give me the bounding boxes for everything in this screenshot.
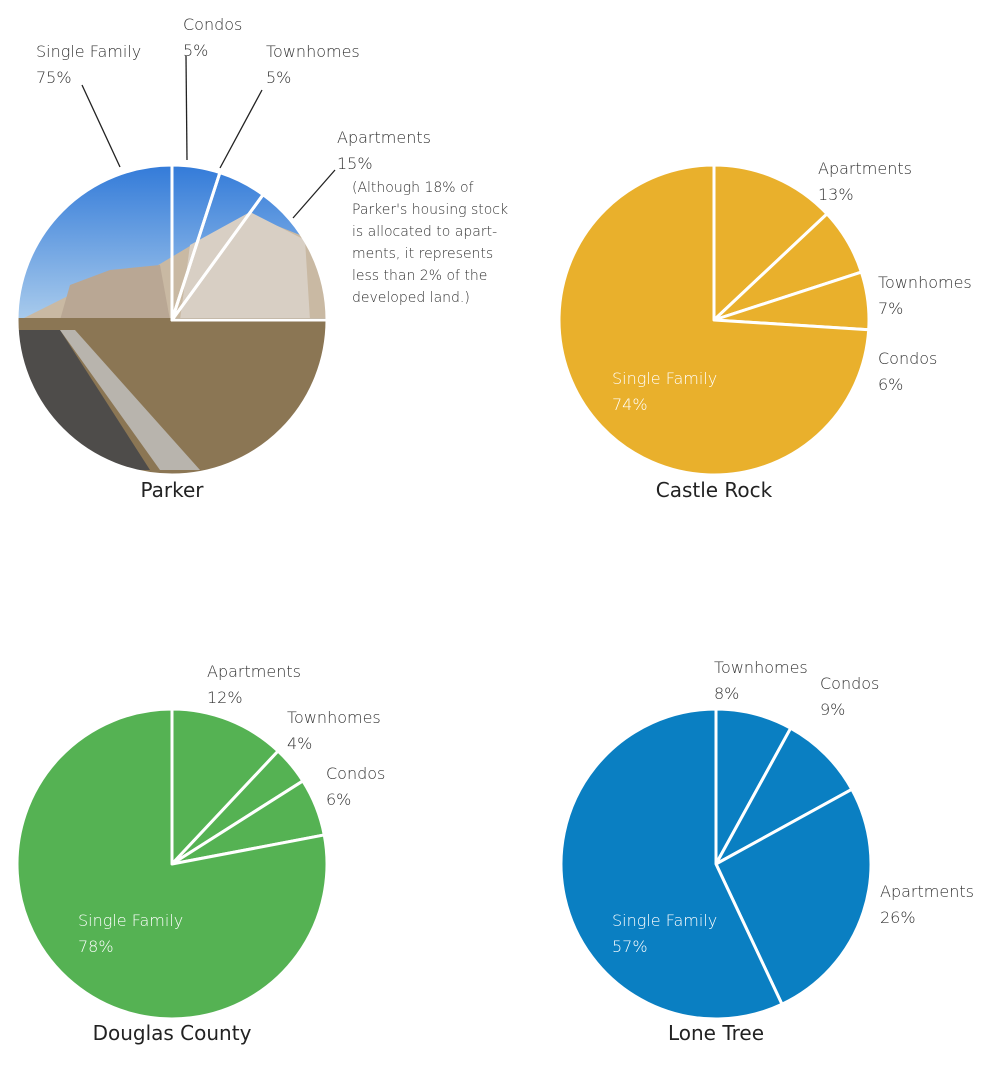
pie-slice xyxy=(170,707,280,866)
slice-value-label: 15% xyxy=(337,154,373,173)
slice-label: Townhomes xyxy=(266,42,360,61)
slice-value-label: 9% xyxy=(820,700,845,719)
pie-slice xyxy=(714,726,854,866)
slice-value-label: 5% xyxy=(266,68,291,87)
slice-label: Apartments xyxy=(880,882,974,901)
slice-label: Condos xyxy=(183,15,242,34)
slice-label: Townhomes xyxy=(287,708,381,727)
slice-label: Single Family xyxy=(78,911,183,930)
chart-title: Douglas County xyxy=(93,1021,252,1045)
annotation: ments, it represents xyxy=(352,246,493,262)
slice-value-label: 75% xyxy=(36,68,72,87)
slice-label: Townhomes xyxy=(714,658,808,677)
slice-value-label: 6% xyxy=(326,790,351,809)
pie-slice xyxy=(714,787,873,1006)
slice-label: Apartments xyxy=(207,662,301,681)
slice-value-label: 13% xyxy=(818,185,854,204)
annotation: (Although 18% of xyxy=(352,180,474,196)
slice-label: Apartments xyxy=(337,128,431,147)
pie-slice xyxy=(712,163,829,322)
slice-label: Condos xyxy=(820,674,879,693)
pie-slice xyxy=(559,707,784,1021)
slice-value-label: 6% xyxy=(878,375,903,394)
chart-title: Parker xyxy=(140,478,204,502)
slice-value-label: 12% xyxy=(207,688,243,707)
slice-value-label: 4% xyxy=(287,734,312,753)
slice-value-label: 8% xyxy=(714,684,739,703)
annotation: developed land.) xyxy=(352,290,470,306)
leader-line xyxy=(292,169,336,219)
slice-label: Apartments xyxy=(818,159,912,178)
slice-label: Single Family xyxy=(612,911,717,930)
slice-value-label: 74% xyxy=(612,395,648,414)
annotation: less than 2% of the xyxy=(352,268,487,284)
pie-slice xyxy=(15,163,329,477)
slice-value-label: 57% xyxy=(612,937,648,956)
slice-label: Single Family xyxy=(612,369,717,388)
annotation: Parker's housing stock xyxy=(352,202,508,218)
leader-line xyxy=(219,89,263,169)
chart-title: Castle Rock xyxy=(656,478,773,502)
pie-slice xyxy=(557,163,871,477)
chart-title: Lone Tree xyxy=(668,1021,764,1045)
pie-slice xyxy=(15,707,329,1021)
annotation: is allocated to apart- xyxy=(352,224,497,240)
leader-line xyxy=(185,55,188,161)
slice-value-label: 5% xyxy=(183,41,208,60)
slice-value-label: 78% xyxy=(78,937,114,956)
leader-line xyxy=(81,84,121,168)
slice-label: Townhomes xyxy=(878,273,972,292)
slice-value-label: 7% xyxy=(878,299,903,318)
pie-slice xyxy=(170,193,329,322)
slice-value-label: 26% xyxy=(880,908,916,927)
slice-label: Single Family xyxy=(36,42,141,61)
slice-label: Condos xyxy=(326,764,385,783)
slice-label: Condos xyxy=(878,349,937,368)
